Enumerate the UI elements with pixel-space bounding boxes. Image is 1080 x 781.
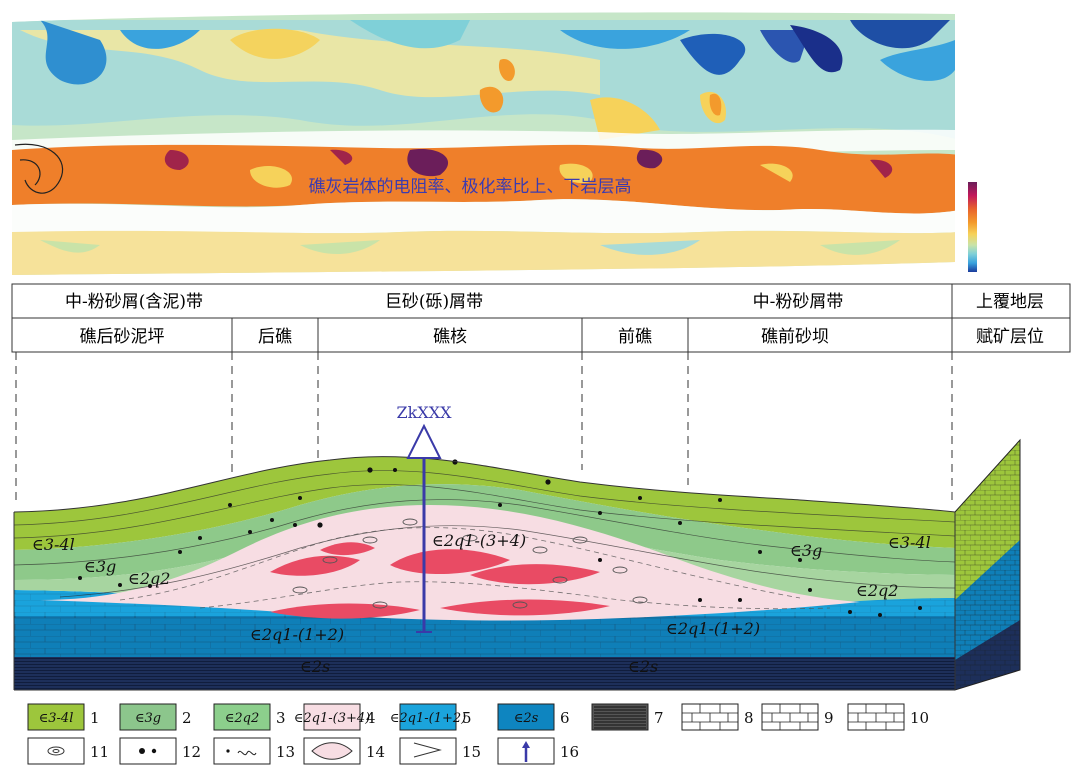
facies-back-reef-flat: 礁后砂泥坪 [80, 327, 165, 347]
legend-swatch-label: ∈3-4l [39, 711, 74, 726]
legend-item: 15 [399, 737, 481, 765]
legend-swatch [303, 703, 361, 731]
legend-number: 7 [654, 709, 664, 727]
legend-number: 2 [182, 709, 192, 727]
legend-swatch-label: ∈2q2 [225, 711, 260, 726]
legend-number: 1 [90, 709, 100, 727]
legend-swatch [27, 737, 85, 765]
zone-table: 中-粉砂屑(含泥)带 巨砂(砾)屑带 中-粉砂屑带 上覆地层 礁后砂泥坪 后礁 … [11, 283, 1071, 353]
label-c2s-left: ∈2s [300, 657, 330, 676]
legend-swatch-label: ∈2q1-(1+2) [390, 711, 466, 726]
legend: ∈3-4l 1 ∈3g 2 ∈2q2 3 ∈2q1-(3+4)4 ∈2q1-(1+2)5 ∈2s… [27, 703, 929, 765]
legend-number: 15 [462, 743, 481, 761]
legend-swatch-label: ∈2s [514, 711, 539, 726]
legend-item: 12 [119, 737, 201, 765]
legend-item: ∈2q2 3 [213, 703, 286, 731]
legend-number: 9 [824, 709, 834, 727]
legend-number: 5 [462, 709, 472, 727]
facies-fore-reef-bar: 礁前砂坝 [761, 327, 829, 347]
label-c2q2-left: ∈2q2 [128, 569, 170, 588]
legend-swatch [119, 737, 177, 765]
legend-swatch-label: ∈2q1-(3+4) [294, 711, 370, 726]
legend-item: ∈3g 2 [119, 703, 192, 731]
legend-number: 11 [90, 743, 109, 761]
legend-number: 16 [560, 743, 579, 761]
label-c3g-right: ∈3g [790, 541, 822, 560]
legend-number: 14 [366, 743, 385, 761]
legend-number: 4 [366, 709, 376, 727]
oolites [292, 518, 648, 609]
legend-item: 16 [497, 737, 579, 765]
legend-swatch [27, 703, 85, 731]
drill-label: ZkXXX [397, 403, 453, 422]
legend-swatch [213, 703, 271, 731]
label-c3g-left: ∈3g [84, 557, 116, 576]
legend-swatch [591, 703, 649, 731]
label-c34l-left: ∈3-4l [32, 535, 75, 554]
legend-item: 8 [681, 703, 754, 731]
legend-item: 9 [761, 703, 834, 731]
drill-arrow-icon [406, 423, 442, 459]
label-c2q12-right: ∈2q1-(1+2) [666, 619, 760, 638]
legend-number: 12 [182, 743, 201, 761]
legend-item: ∈2q1-(3+4)4 [294, 703, 376, 731]
geophysical-section [12, 12, 955, 275]
legend-number: 10 [910, 709, 929, 727]
facies-ore-horizon: 赋矿层位 [976, 327, 1044, 347]
legend-item: 10 [847, 703, 929, 731]
facies-back-reef: 后礁 [258, 327, 292, 347]
label-c34l-right: ∈3-4l [888, 533, 931, 552]
legend-number: 13 [276, 743, 295, 761]
legend-number: 8 [744, 709, 754, 727]
legend-item: 7 [591, 703, 664, 731]
legend-swatch [119, 703, 177, 731]
facies-fore-reef: 前礁 [618, 327, 652, 347]
label-c2q12-left: ∈2q1-(1+2) [250, 625, 344, 644]
zone-fine-mud: 中-粉砂屑(含泥)带 [65, 292, 203, 312]
legend-item: ∈2s 6 [497, 703, 570, 731]
section-overlay-text: 礁灰岩体的电阻率、极化率比上、下岩层高 [309, 177, 632, 197]
legend-number: 3 [276, 709, 286, 727]
label-c2q2-right: ∈2q2 [856, 581, 898, 600]
legend-swatch [399, 703, 457, 731]
legend-item: 11 [27, 737, 109, 765]
legend-swatch [497, 703, 555, 731]
facies-reef-core: 礁核 [433, 327, 467, 347]
block-diagram [13, 438, 1021, 691]
legend-swatch [399, 737, 457, 765]
zone-overlying: 上覆地层 [976, 292, 1044, 312]
legend-number: 6 [560, 709, 570, 727]
zone-fine-sand: 中-粉砂屑带 [753, 292, 844, 312]
label-core: ∈2q1-(3+4) [432, 531, 526, 550]
legend-item: ∈2q1-(1+2)5 [390, 703, 472, 731]
legend-item: ∈3-4l 1 [27, 703, 100, 731]
legend-swatch-label: ∈3g [135, 711, 161, 726]
drill-hole: ZkXXX [397, 403, 453, 633]
legend-swatch [213, 737, 271, 765]
legend-item: 13 [213, 737, 295, 765]
colorbar [968, 182, 977, 272]
legend-item: 14 [303, 737, 385, 765]
zone-giant-sand: 巨砂(砾)屑带 [385, 292, 483, 312]
label-c2s-right: ∈2s [628, 657, 658, 676]
